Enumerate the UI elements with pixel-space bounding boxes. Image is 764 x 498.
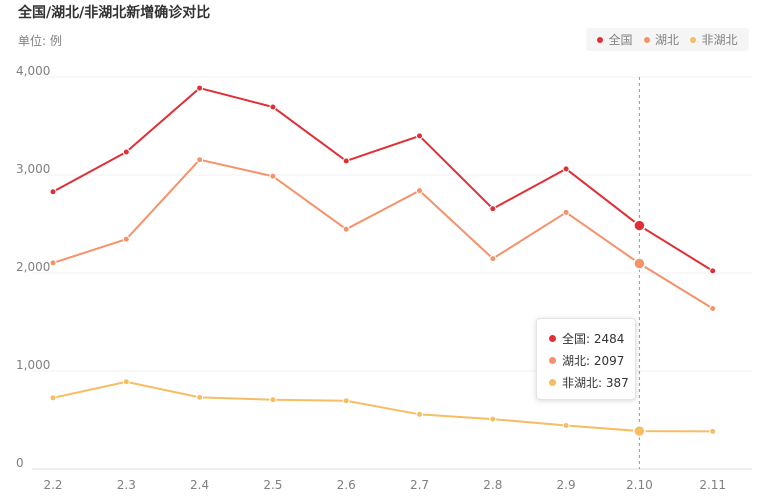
data-point	[562, 208, 570, 216]
data-point	[489, 415, 497, 423]
data-point	[416, 187, 423, 195]
data-point	[709, 304, 717, 312]
y-tick-label: 2,000	[16, 260, 50, 274]
data-point	[416, 132, 423, 140]
data-point	[196, 156, 204, 164]
data-point	[489, 205, 497, 213]
series-line-1	[52, 158, 714, 310]
data-point	[269, 103, 277, 111]
x-tick-label: 2.7	[410, 478, 429, 492]
data-point	[709, 267, 717, 275]
data-point	[633, 424, 646, 438]
legend-dot-non-hubei	[690, 36, 697, 43]
data-point	[416, 410, 423, 418]
data-point	[342, 157, 350, 165]
tooltip-row-non-hubei: 非湖北: 387	[549, 371, 635, 393]
legend-label-national: 全国	[608, 33, 633, 47]
data-point	[342, 397, 350, 405]
data-point	[269, 172, 277, 180]
legend-item-hubei[interactable]: 湖北	[643, 31, 679, 48]
x-tick-label: 2.10	[626, 478, 653, 492]
data-point	[196, 84, 204, 92]
x-tick-label: 2.5	[263, 478, 282, 492]
legend-dot-national	[597, 36, 604, 43]
legend: 全国 湖北 非湖北	[586, 28, 749, 51]
legend-item-non-hubei[interactable]: 非湖北	[690, 31, 738, 48]
legend-dot-hubei	[643, 36, 650, 43]
y-tick-label: 3,000	[16, 162, 50, 176]
y-tick-label: 4,000	[16, 64, 50, 78]
tooltip-label-hubei: 湖北: 2097	[562, 353, 625, 368]
tooltip-label-non-hubei: 非湖北: 387	[562, 375, 629, 390]
data-point	[49, 394, 57, 402]
data-point	[562, 165, 570, 173]
x-tick-label: 2.3	[117, 478, 136, 492]
tooltip-row-national: 全国: 2484	[549, 327, 635, 349]
y-tick-label: 1,000	[16, 358, 50, 372]
data-point	[633, 257, 646, 270]
series-line-2	[52, 380, 713, 433]
data-point	[122, 235, 130, 243]
data-point	[633, 219, 646, 232]
tooltip-dot-national	[549, 334, 556, 342]
data-point	[562, 421, 570, 429]
series-line-0	[52, 87, 714, 272]
legend-label-non-hubei: 非湖北	[701, 33, 738, 47]
data-point	[196, 393, 204, 401]
chart-title: 全国/湖北/非湖北新增确诊对比	[18, 5, 211, 21]
legend-label-hubei: 湖北	[654, 33, 679, 47]
x-tick-label: 2.8	[483, 478, 502, 492]
data-point	[49, 259, 57, 267]
x-tick-label: 2.9	[557, 478, 576, 492]
data-point	[122, 148, 130, 156]
x-tick-label: 2.2	[43, 478, 62, 492]
unit-label: 单位: 例	[18, 34, 62, 48]
tooltip-label-national: 全国: 2484	[562, 331, 625, 346]
y-tick-label: 0	[16, 456, 24, 470]
data-point	[709, 427, 717, 435]
data-point	[489, 255, 497, 263]
x-tick-label: 2.11	[699, 478, 726, 492]
data-point	[49, 188, 57, 196]
data-point	[269, 396, 277, 404]
data-point	[342, 225, 350, 233]
tooltip-row-hubei: 湖北: 2097	[549, 349, 635, 371]
x-tick-label: 2.6	[337, 478, 356, 492]
data-point	[122, 378, 130, 386]
x-tick-label: 2.4	[190, 478, 209, 492]
tooltip-dot-hubei	[549, 356, 556, 364]
tooltip-dot-non-hubei	[549, 378, 556, 386]
tooltip: 全国: 2484 湖北: 2097 非湖北: 387	[536, 318, 636, 400]
legend-item-national[interactable]: 全国	[597, 31, 633, 48]
